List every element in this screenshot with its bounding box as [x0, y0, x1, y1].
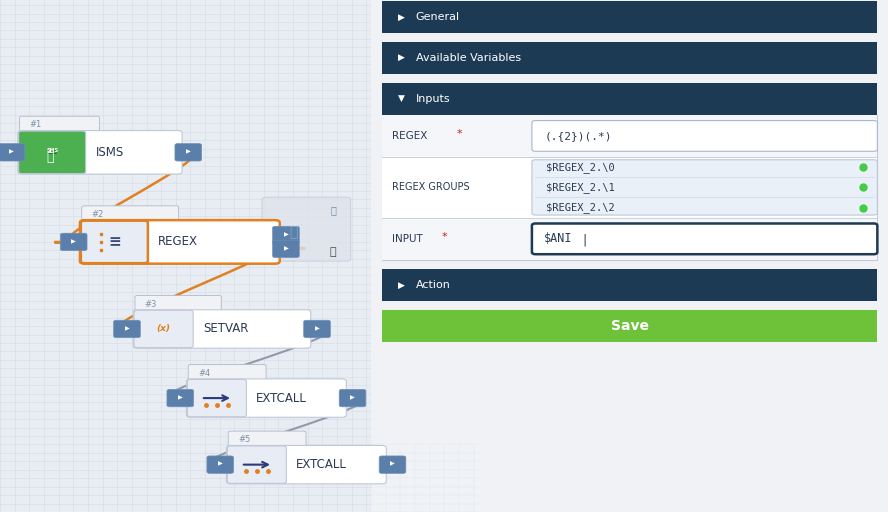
FancyBboxPatch shape [304, 321, 330, 338]
Text: $REGEX_2.\2: $REGEX_2.\2 [546, 202, 614, 213]
Text: ISMS: ISMS [95, 146, 123, 159]
FancyBboxPatch shape [175, 143, 202, 161]
FancyBboxPatch shape [82, 206, 178, 223]
Text: EXTCALL: EXTCALL [297, 458, 347, 471]
Text: SMS: SMS [46, 148, 59, 153]
FancyBboxPatch shape [18, 131, 182, 174]
Text: (x): (x) [156, 325, 170, 333]
Text: $REGEX_2.\1: $REGEX_2.\1 [546, 182, 614, 193]
FancyBboxPatch shape [114, 321, 140, 338]
Text: ▶: ▶ [124, 326, 130, 331]
FancyBboxPatch shape [532, 121, 877, 152]
Bar [382, 218, 877, 260]
Bar [382, 157, 877, 218]
Bar [382, 1, 877, 33]
Text: 🗑: 🗑 [329, 246, 337, 257]
Text: ▶: ▶ [390, 462, 395, 466]
FancyBboxPatch shape [81, 221, 147, 263]
Text: REGEX: REGEX [392, 131, 428, 141]
FancyBboxPatch shape [60, 233, 87, 251]
Text: #3: #3 [145, 300, 157, 309]
Text: ▶: ▶ [398, 281, 405, 290]
Bar [382, 115, 877, 260]
FancyBboxPatch shape [188, 365, 266, 382]
FancyBboxPatch shape [134, 310, 193, 348]
Text: |: | [583, 233, 587, 246]
Text: INPUT: INPUT [392, 234, 424, 244]
Text: ▶: ▶ [71, 239, 76, 244]
Text: REGEX GROUPS: REGEX GROUPS [392, 182, 470, 193]
FancyBboxPatch shape [207, 456, 234, 473]
Bar [382, 310, 877, 342]
Text: ▶: ▶ [178, 395, 183, 400]
FancyBboxPatch shape [273, 226, 299, 244]
Text: Inputs: Inputs [416, 94, 450, 104]
Bar [371, 0, 888, 512]
Text: EXTCALL: EXTCALL [256, 392, 307, 404]
Text: $ANI: $ANI [544, 232, 573, 245]
Text: #4: #4 [198, 369, 210, 378]
Text: 📄: 📄 [330, 205, 336, 215]
FancyBboxPatch shape [228, 431, 306, 449]
Bar [0, 0, 371, 512]
Text: ▶: ▶ [398, 53, 405, 62]
Text: ▶: ▶ [9, 150, 14, 154]
Text: ▶: ▶ [350, 395, 355, 400]
FancyBboxPatch shape [80, 220, 280, 264]
Bar [382, 269, 877, 301]
Text: SETVAR: SETVAR [202, 323, 249, 335]
FancyBboxPatch shape [532, 224, 877, 254]
Bar [382, 115, 877, 157]
Text: ▶: ▶ [283, 246, 289, 251]
Text: #1: #1 [29, 120, 42, 130]
FancyBboxPatch shape [339, 389, 366, 407]
Text: Action: Action [416, 280, 450, 290]
FancyBboxPatch shape [186, 379, 346, 417]
Text: *: * [441, 232, 447, 242]
Text: *: * [456, 129, 462, 139]
FancyBboxPatch shape [227, 446, 286, 483]
Text: ▶: ▶ [218, 462, 223, 466]
FancyBboxPatch shape [187, 379, 246, 417]
Bar [382, 83, 877, 115]
Text: $REGEX_2.\0: $REGEX_2.\0 [546, 162, 614, 173]
FancyBboxPatch shape [532, 160, 877, 215]
Text: ▶: ▶ [186, 150, 191, 154]
Text: Save: Save [611, 319, 648, 333]
Text: 📱: 📱 [47, 151, 54, 164]
Text: ≡: ≡ [108, 234, 121, 249]
Text: #2: #2 [91, 210, 104, 219]
Text: #5: #5 [238, 435, 250, 444]
FancyBboxPatch shape [379, 456, 406, 473]
FancyBboxPatch shape [20, 116, 99, 134]
FancyBboxPatch shape [262, 197, 351, 261]
Text: (.{2})(.*): (.{2})(.*) [544, 131, 612, 141]
FancyBboxPatch shape [226, 445, 386, 484]
Text: ▼: ▼ [398, 94, 405, 103]
FancyBboxPatch shape [133, 310, 311, 348]
Text: REGEX: REGEX [157, 236, 198, 248]
Text: Available Variables: Available Variables [416, 53, 520, 63]
FancyBboxPatch shape [0, 143, 25, 161]
Text: ▶: ▶ [398, 12, 405, 22]
Text: ▭: ▭ [47, 147, 58, 157]
FancyBboxPatch shape [167, 389, 194, 407]
Bar [382, 42, 877, 74]
Text: ⧉: ⧉ [289, 225, 297, 239]
FancyBboxPatch shape [135, 295, 221, 313]
FancyBboxPatch shape [19, 131, 85, 174]
Text: ▶: ▶ [314, 326, 320, 331]
Text: General: General [416, 12, 460, 22]
FancyBboxPatch shape [273, 240, 299, 258]
Text: ▶: ▶ [283, 232, 289, 237]
